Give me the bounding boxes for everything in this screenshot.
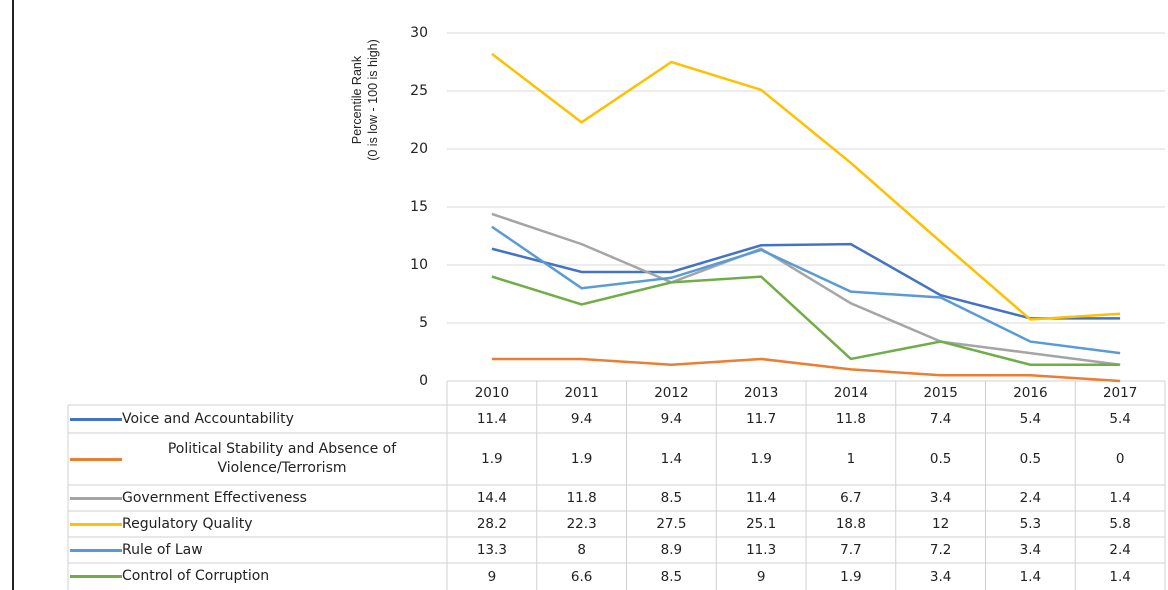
data-label: 0.5 <box>929 451 952 467</box>
data-label: 1.9 <box>481 451 503 467</box>
legend-swatch <box>70 575 122 578</box>
legend-swatch <box>70 496 122 500</box>
legend-swatch <box>70 457 122 461</box>
data-label: 8 <box>577 542 586 558</box>
y-tick-label: 0 <box>419 373 428 389</box>
data-label: 7.7 <box>840 542 862 558</box>
x-tick-label: 2012 <box>654 385 689 401</box>
data-label: 11.3 <box>746 542 777 558</box>
data-label: 1.9 <box>750 451 772 467</box>
series-line <box>491 52 1121 321</box>
data-label: 8.5 <box>660 490 683 506</box>
data-label: 1.4 <box>1109 490 1131 506</box>
legend-label: Rule of Law <box>122 541 203 558</box>
data-label: 5.4 <box>1019 411 1042 427</box>
data-label: 8.5 <box>660 568 683 585</box>
legend-entry: Control of Corruption <box>70 563 447 590</box>
y-axis-title-line: (0 is low - 100 is high) <box>366 39 380 161</box>
legend-entry: Political Stability and Absence of Viole… <box>70 433 447 485</box>
data-label: 28.2 <box>476 516 507 532</box>
data-label: 8.9 <box>660 542 683 558</box>
series-line <box>491 242 1121 320</box>
data-label: 1.9 <box>840 568 862 585</box>
data-label: 1.9 <box>570 451 593 467</box>
data-label: 3.4 <box>1019 542 1042 558</box>
legend-label: Government Effectiveness <box>122 489 307 506</box>
data-label: 6.6 <box>570 568 593 585</box>
data-label: 9.4 <box>570 411 593 427</box>
y-axis-title-line: Percentile Rank <box>350 55 364 144</box>
series-line <box>491 212 1121 366</box>
y-tick-label: 15 <box>410 199 428 215</box>
y-tick-label: 10 <box>410 257 428 273</box>
x-tick-label: 2017 <box>1102 385 1138 401</box>
data-label: 1 <box>846 451 856 467</box>
data-label: 2.4 <box>1109 542 1131 558</box>
legend-label: Control of Corruption <box>122 568 270 584</box>
data-label: 11.8 <box>835 411 866 427</box>
data-label: 0.5 <box>1019 451 1042 467</box>
data-label: 11.4 <box>746 490 777 506</box>
series-line <box>491 275 1121 367</box>
y-tick-label: 30 <box>410 25 428 41</box>
legend-swatch <box>70 417 122 421</box>
data-label: 5.3 <box>1019 516 1042 532</box>
legend-label: Regulatory Quality <box>122 515 253 532</box>
data-label: 3.4 <box>929 568 952 585</box>
data-label: 14.4 <box>476 490 507 506</box>
data-label: 5.8 <box>1109 516 1131 532</box>
legend-entry: Rule of Law <box>70 537 447 563</box>
legend-label: Political Stability and Absence of Viole… <box>167 441 397 476</box>
legend-entry: Regulatory Quality <box>70 511 447 537</box>
data-label: 9 <box>756 568 766 585</box>
x-tick-label: 2010 <box>474 385 510 401</box>
data-label: 5.4 <box>1109 411 1131 427</box>
data-label: 18.8 <box>835 516 866 532</box>
x-tick-label: 2013 <box>743 385 779 401</box>
data-label: 12 <box>932 516 950 532</box>
x-tick-label: 2015 <box>923 385 958 401</box>
legend-entry: Government Effectiveness <box>70 485 447 511</box>
data-label: 1.4 <box>660 451 683 467</box>
data-label: 11.7 <box>746 411 777 427</box>
series-line <box>491 225 1121 355</box>
data-label: 22.3 <box>566 516 597 532</box>
x-tick-label: 2014 <box>833 385 869 401</box>
y-axis-title: Percentile Rank (0 is low - 100 is high) <box>350 39 380 161</box>
data-label: 11.4 <box>476 411 507 427</box>
data-label: 6.7 <box>840 490 862 506</box>
data-label: 11.8 <box>566 490 597 506</box>
y-tick-label: 5 <box>419 315 428 331</box>
y-tick-label: 20 <box>410 141 428 157</box>
data-label: 27.5 <box>656 516 687 532</box>
data-label: 13.3 <box>476 542 507 558</box>
data-label: 7.2 <box>929 542 952 558</box>
legend-swatch <box>70 548 122 552</box>
data-label: 1.4 <box>1019 568 1042 585</box>
series-line <box>491 357 1121 383</box>
x-tick-label: 2011 <box>564 385 599 401</box>
data-label: 0 <box>1115 451 1125 467</box>
data-label: 1.4 <box>1109 568 1131 585</box>
legend-label: Voice and Accountability <box>122 410 294 427</box>
legend-entry: Voice and Accountability <box>70 405 447 433</box>
data-label: 2.4 <box>1019 490 1042 506</box>
data-label: 9.4 <box>660 411 683 427</box>
legend-swatch <box>70 522 122 526</box>
x-tick-label: 2016 <box>1013 385 1048 401</box>
data-label: 7.4 <box>929 411 952 427</box>
data-label: 3.4 <box>929 490 952 506</box>
data-label: 9 <box>487 568 497 585</box>
data-label: 25.1 <box>746 516 777 532</box>
y-tick-label: 25 <box>410 83 428 99</box>
